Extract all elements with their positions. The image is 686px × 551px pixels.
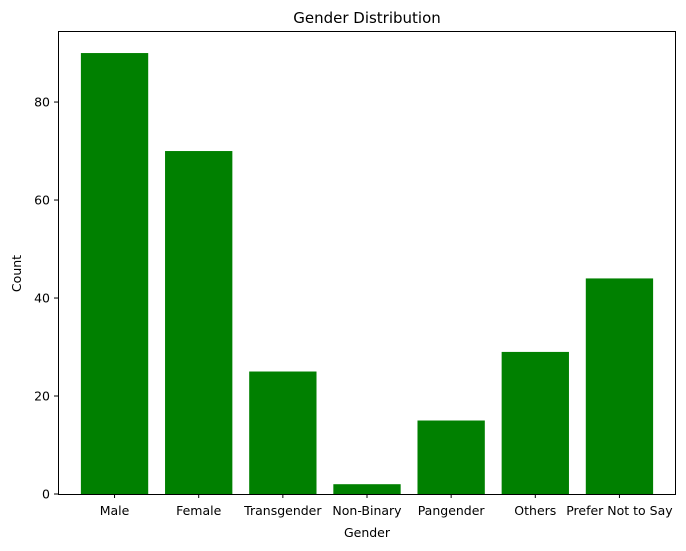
x-tick-label: Pangender <box>418 503 486 518</box>
bar-female <box>165 151 233 494</box>
plot-frame <box>58 31 676 495</box>
x-axis-label: Gender <box>344 525 391 540</box>
x-tick-label: Non-Binary <box>332 503 402 518</box>
y-tick-label: 80 <box>34 95 50 110</box>
y-tick-label: 0 <box>42 487 50 502</box>
chart-title: Gender Distribution <box>293 9 441 27</box>
bar-non-binary <box>333 484 401 494</box>
x-axis: Male Female Transgender Non-Binary Pangender… <box>100 494 673 518</box>
x-tick-label: Others <box>514 503 556 518</box>
bars-group <box>80 53 654 495</box>
x-tick-label: Female <box>176 503 222 518</box>
y-tick-label: 20 <box>34 389 50 404</box>
bar-male <box>80 53 149 495</box>
bar-transgender <box>249 371 317 494</box>
x-tick-label: Transgender <box>243 503 322 518</box>
y-tick-label: 60 <box>34 193 50 208</box>
bar-others <box>501 351 569 494</box>
y-axis-label: Count <box>9 255 24 292</box>
bar-pangender <box>417 420 485 494</box>
x-tick-label: Male <box>100 503 130 518</box>
y-tick-label: 40 <box>34 291 50 306</box>
y-axis: 0 20 40 60 80 <box>34 95 58 502</box>
bar-prefer-not-to-say <box>585 278 654 494</box>
x-tick-label: Prefer Not to Say <box>566 503 673 518</box>
